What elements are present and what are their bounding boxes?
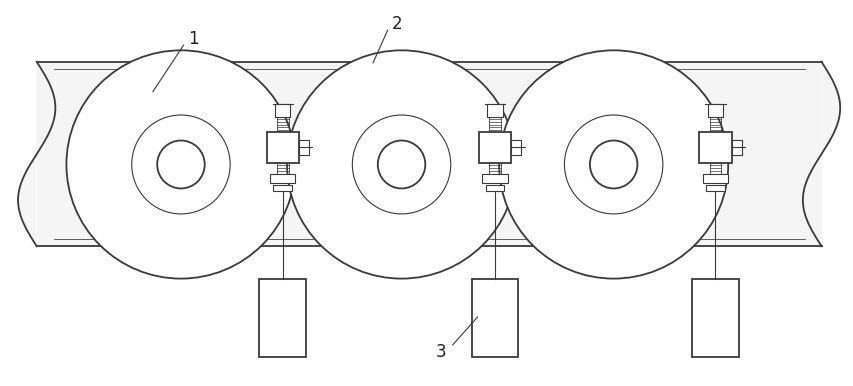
- Ellipse shape: [589, 141, 636, 188]
- Ellipse shape: [157, 141, 205, 188]
- Text: 1: 1: [189, 30, 199, 48]
- Bar: [471, 279, 518, 357]
- Bar: [299, 140, 309, 155]
- Bar: [702, 174, 728, 183]
- Bar: [731, 140, 741, 155]
- Bar: [482, 174, 507, 183]
- Text: 2: 2: [392, 15, 402, 33]
- Bar: [275, 103, 290, 117]
- Bar: [705, 185, 724, 191]
- Bar: [270, 174, 295, 183]
- Bar: [273, 185, 292, 191]
- Bar: [699, 132, 731, 163]
- Ellipse shape: [377, 141, 425, 188]
- Bar: [510, 140, 520, 155]
- Bar: [479, 132, 510, 163]
- Text: 3: 3: [435, 343, 445, 361]
- Bar: [707, 103, 722, 117]
- Bar: [266, 132, 299, 163]
- Ellipse shape: [287, 50, 515, 279]
- Bar: [485, 185, 503, 191]
- Ellipse shape: [498, 50, 728, 279]
- Ellipse shape: [67, 50, 295, 279]
- Bar: [259, 279, 305, 357]
- Bar: [487, 103, 502, 117]
- Bar: [691, 279, 738, 357]
- Polygon shape: [18, 62, 839, 246]
